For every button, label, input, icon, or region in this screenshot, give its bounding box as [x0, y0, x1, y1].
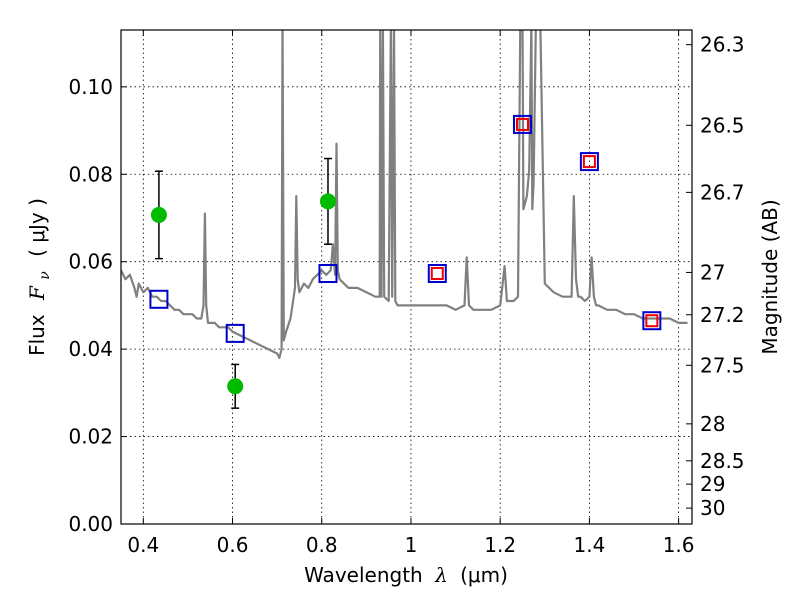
y2-tick-label: 27.2	[700, 303, 745, 327]
y-tick-label: 0.06	[68, 250, 113, 274]
blue-square-marker	[318, 264, 338, 284]
observed-point	[319, 193, 336, 210]
red-square-marker	[430, 267, 444, 281]
blue-square-marker	[225, 323, 245, 343]
y2-tick-label: 29	[700, 472, 725, 496]
y-tick-label: 0.02	[68, 425, 113, 449]
observed-point	[227, 378, 244, 395]
red-square-marker	[645, 314, 659, 328]
x-tick-label: 1	[405, 533, 418, 557]
red-square-marker	[582, 155, 596, 169]
x-axis-label-unit: (μm)	[460, 563, 508, 587]
x-tick-label: 1.4	[573, 533, 605, 557]
x-tick-label: 0.4	[127, 533, 159, 557]
blue-square-marker	[149, 289, 169, 309]
y2-tick-label: 27.5	[700, 353, 745, 377]
x-tick-label: 1.2	[484, 533, 516, 557]
y-tick-label: 0.04	[68, 337, 113, 361]
tick-layer: 0.4 0.6 0.8 1 1.2 1.4 1.6 0.00 0.02 0.04 0.06 0.08 0…	[68, 30, 745, 557]
x-tick-label: 1.6	[663, 533, 695, 557]
x-tick-label: 0.6	[217, 533, 249, 557]
y2-tick-label: 30	[700, 496, 725, 520]
y-axis-label-subscript: ν	[37, 271, 53, 280]
spectrum-line	[121, 30, 688, 359]
blue-square-marker	[512, 114, 532, 134]
plot-frame	[120, 29, 693, 525]
y-tick-label: 0.08	[68, 162, 113, 186]
y2-tick-label: 26.5	[700, 113, 745, 137]
y2-tick-label: 28	[700, 412, 725, 436]
red-square-marker	[515, 117, 529, 131]
y-tick-label: 0.10	[68, 75, 113, 99]
blue-square-marker	[427, 264, 447, 284]
y-axis-label-text: Flux	[25, 314, 49, 356]
x-axis-label-text: Wavelength	[304, 563, 423, 587]
observed-point	[150, 206, 167, 223]
x-tick-label: 0.8	[306, 533, 338, 557]
y-tick-label: 0.00	[68, 512, 113, 536]
x-axis-label: Wavelength λ (μm)	[304, 563, 508, 587]
blue-square-marker	[579, 152, 599, 172]
y2-tick-label: 28.5	[700, 449, 745, 473]
x-axis-label-symbol: λ	[434, 563, 448, 587]
y2-axis-label: Magnitude (AB)	[758, 199, 782, 354]
blue-square-marker	[642, 311, 662, 331]
spectrum-layer	[121, 30, 688, 359]
y2-tick-label: 27	[700, 260, 725, 284]
y-axis-label-symbol: F	[25, 285, 49, 301]
y2-tick-label: 26.3	[700, 33, 745, 57]
y2-tick-label: 26.7	[700, 180, 745, 204]
y-axis-label-unit: ( μJy )	[25, 198, 49, 257]
y-axis-label: Flux F ν ( μJy )	[25, 198, 54, 356]
marker-layer	[149, 114, 662, 409]
